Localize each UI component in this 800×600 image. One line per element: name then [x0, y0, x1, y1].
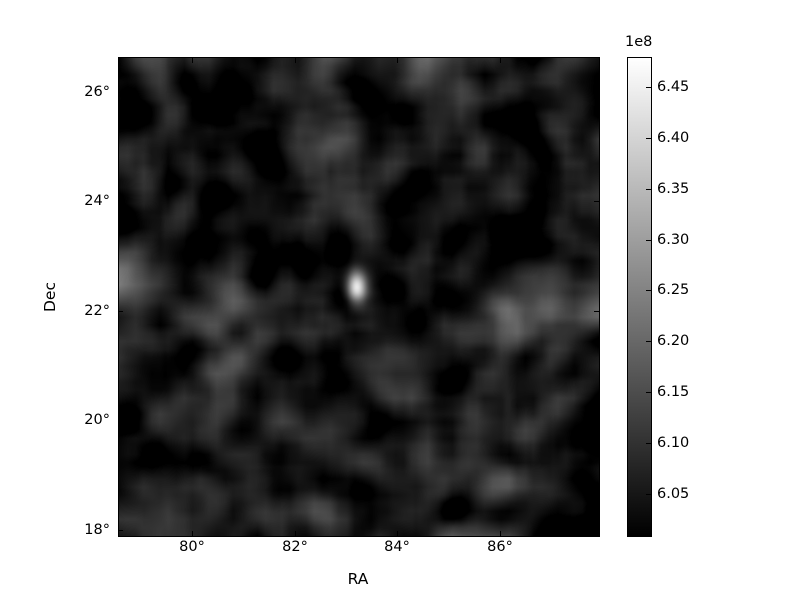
y-tick-24 [118, 201, 123, 202]
cb-ticklabel-645: 6.45 [657, 79, 690, 95]
cb-ticklabel-610: 6.10 [657, 435, 690, 451]
x-tick-80 [192, 531, 193, 536]
y-tick-18 [118, 530, 123, 531]
y-tick-24-right [594, 201, 599, 202]
cb-ticklabel-605: 6.05 [657, 486, 690, 502]
y-tick-20-right [594, 420, 599, 421]
cb-tick-615 [646, 392, 651, 393]
cb-ticklabel-635: 6.35 [657, 181, 690, 197]
cb-tick-625 [646, 290, 651, 291]
cb-tick-610 [646, 443, 651, 444]
x-tick-82 [295, 531, 296, 536]
cb-tick-640 [646, 138, 651, 139]
y-tick-18-right [594, 530, 599, 531]
y-axis-label: Dec [41, 282, 59, 312]
sky-map-image [119, 58, 599, 536]
x-ticklabel-80: 80° [179, 539, 205, 555]
cb-tick-630 [646, 240, 651, 241]
cb-ticklabel-625: 6.25 [657, 282, 690, 298]
y-ticklabel-18: 18° [84, 522, 110, 538]
x-ticklabel-84: 84° [384, 539, 410, 555]
sky-map-axes[interactable] [118, 57, 600, 537]
cb-ticklabel-630: 6.30 [657, 232, 690, 248]
x-ticklabel-86: 86° [487, 539, 513, 555]
y-tick-26 [118, 92, 123, 93]
cb-ticklabel-620: 6.20 [657, 333, 690, 349]
x-tick-84-top [397, 58, 398, 63]
cb-ticklabel-615: 6.15 [657, 384, 690, 400]
y-tick-22-right [594, 311, 599, 312]
cb-ticklabel-640: 6.40 [657, 130, 690, 146]
y-ticklabel-26: 26° [84, 84, 110, 100]
x-ticklabel-82: 82° [282, 539, 308, 555]
x-tick-86-top [500, 58, 501, 63]
y-tick-20 [118, 420, 123, 421]
cb-tick-605 [646, 494, 651, 495]
cb-tick-645 [646, 87, 651, 88]
x-tick-82-top [295, 58, 296, 63]
intensity-colorbar[interactable] [627, 57, 652, 537]
x-axis-label: RA [347, 570, 369, 588]
y-ticklabel-20: 20° [84, 412, 110, 428]
colorbar-offset-text: 1e8 [625, 34, 653, 50]
x-tick-84 [397, 531, 398, 536]
cb-tick-620 [646, 341, 651, 342]
y-tick-22 [118, 311, 123, 312]
y-tick-26-right [594, 92, 599, 93]
y-ticklabel-24: 24° [84, 193, 110, 209]
x-tick-86 [500, 531, 501, 536]
cb-tick-635 [646, 189, 651, 190]
x-tick-80-top [192, 58, 193, 63]
y-ticklabel-22: 22° [84, 303, 110, 319]
